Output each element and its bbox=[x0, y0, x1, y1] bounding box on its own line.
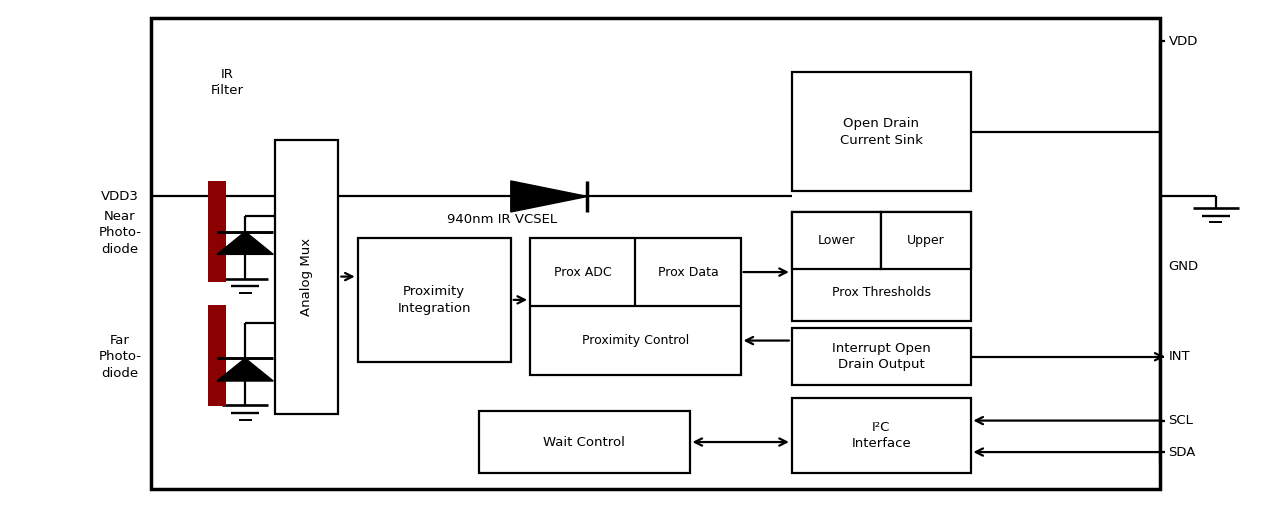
Bar bbox=[881, 212, 971, 269]
Bar bbox=[208, 181, 226, 282]
Bar bbox=[792, 212, 971, 321]
Text: Analog Mux: Analog Mux bbox=[300, 237, 313, 316]
Text: Far
Photo-
diode: Far Photo- diode bbox=[98, 334, 142, 379]
Text: Wait Control: Wait Control bbox=[543, 435, 626, 449]
Text: Lower: Lower bbox=[817, 234, 856, 247]
Polygon shape bbox=[511, 181, 587, 212]
Polygon shape bbox=[217, 358, 273, 381]
Text: I²C
Interface: I²C Interface bbox=[852, 421, 911, 450]
Text: SDA: SDA bbox=[1168, 446, 1195, 459]
Text: Prox Thresholds: Prox Thresholds bbox=[831, 285, 931, 299]
Bar bbox=[479, 411, 690, 473]
Bar bbox=[358, 238, 511, 362]
Text: Near
Photo-
diode: Near Photo- diode bbox=[98, 210, 142, 255]
Bar bbox=[275, 140, 338, 414]
Bar bbox=[208, 305, 226, 406]
Text: VDD3: VDD3 bbox=[101, 190, 139, 203]
Text: Proximity Control: Proximity Control bbox=[582, 334, 688, 347]
Bar bbox=[792, 328, 971, 385]
Text: GND: GND bbox=[1168, 260, 1199, 273]
Bar bbox=[792, 398, 971, 473]
Text: VDD: VDD bbox=[1168, 35, 1198, 48]
Polygon shape bbox=[217, 232, 273, 254]
Bar bbox=[530, 238, 741, 375]
Text: Open Drain
Current Sink: Open Drain Current Sink bbox=[840, 117, 922, 147]
Text: INT: INT bbox=[1168, 350, 1190, 363]
Bar bbox=[792, 72, 971, 191]
Text: Upper: Upper bbox=[907, 234, 945, 247]
Text: SCL: SCL bbox=[1168, 414, 1193, 427]
Bar bbox=[151, 18, 1160, 489]
Text: Prox Data: Prox Data bbox=[658, 266, 719, 279]
Text: Interrupt Open
Drain Output: Interrupt Open Drain Output bbox=[831, 342, 931, 372]
Text: IR
Filter: IR Filter bbox=[211, 68, 244, 98]
Text: Proximity
Integration: Proximity Integration bbox=[397, 285, 471, 315]
Bar bbox=[792, 212, 881, 269]
Text: 940nm IR VCSEL: 940nm IR VCSEL bbox=[447, 213, 557, 226]
Text: Prox ADC: Prox ADC bbox=[554, 266, 612, 279]
